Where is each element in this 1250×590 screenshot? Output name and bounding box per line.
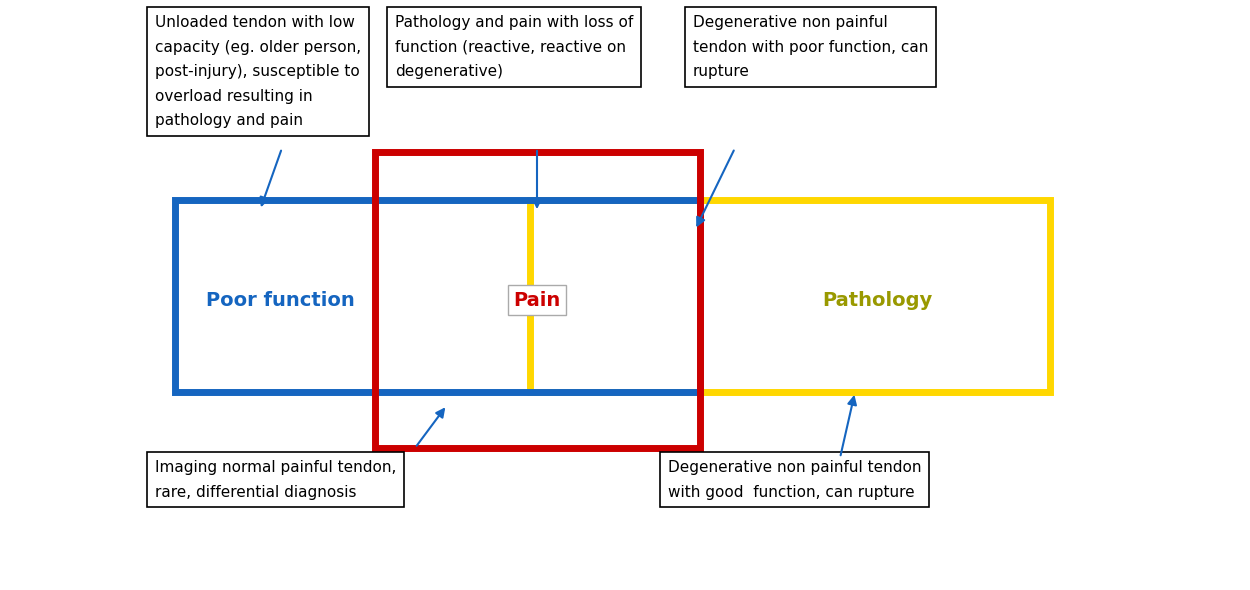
Text: Imaging normal painful tendon,
rare, differential diagnosis: Imaging normal painful tendon, rare, dif… bbox=[155, 460, 396, 500]
Text: Poor function: Poor function bbox=[205, 290, 355, 310]
Bar bbox=[530, 200, 1050, 392]
Text: Pathology and pain with loss of
function (reactive, reactive on
degenerative): Pathology and pain with loss of function… bbox=[395, 15, 634, 79]
Bar bbox=[375, 152, 700, 448]
Text: Degenerative non painful
tendon with poor function, can
rupture: Degenerative non painful tendon with poo… bbox=[693, 15, 929, 79]
Bar bbox=[175, 200, 700, 392]
Text: Pathology: Pathology bbox=[822, 290, 932, 310]
Text: Unloaded tendon with low
capacity (eg. older person,
post-injury), susceptible t: Unloaded tendon with low capacity (eg. o… bbox=[155, 15, 361, 129]
Text: Degenerative non painful tendon
with good  function, can rupture: Degenerative non painful tendon with goo… bbox=[668, 460, 921, 500]
Text: Pain: Pain bbox=[514, 290, 560, 310]
